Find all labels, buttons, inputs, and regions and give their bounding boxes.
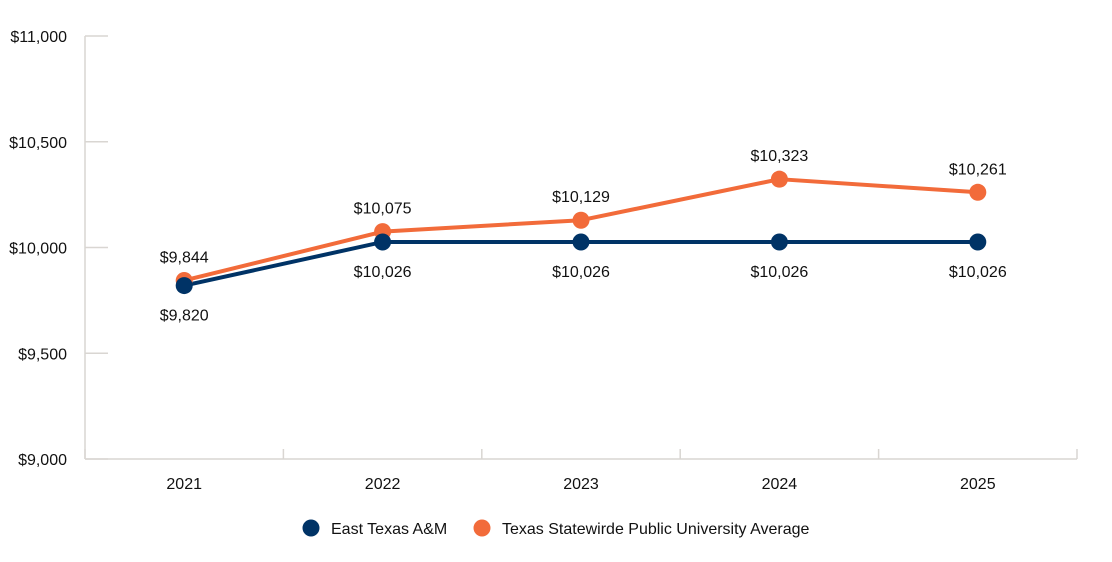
y-tick-label: $10,500: [9, 135, 67, 152]
legend: East Texas A&M Texas Statewirde Public Un…: [302, 519, 810, 538]
x-tick-label: 2025: [960, 476, 996, 493]
data-label: $10,026: [750, 264, 808, 281]
y-tick-label: $11,000: [10, 29, 67, 46]
series-layer: $9,844 $10,075 $10,129 $10,323 $10,261 $9,820…: [160, 148, 1007, 324]
data-point: [770, 170, 788, 188]
data-point: [969, 233, 987, 251]
data-label: $10,075: [354, 201, 412, 218]
y-tick-label: $9,000: [18, 452, 67, 469]
data-label: $10,261: [949, 161, 1007, 178]
legend-label: East Texas A&M: [331, 521, 447, 538]
data-point: [374, 233, 392, 251]
x-tick-label: 2022: [365, 476, 401, 493]
data-point: [572, 211, 590, 229]
data-point: [175, 277, 193, 295]
legend-label: Texas Statewirde Public University Avera…: [502, 521, 810, 538]
data-label: $10,129: [552, 189, 610, 206]
axes: $9,000 $9,500 $10,000 $10,500 $11,000 2021 202…: [9, 29, 1078, 493]
data-point: [770, 233, 788, 251]
x-tick-label: 2024: [762, 476, 798, 493]
y-tick-label: $9,500: [18, 346, 67, 363]
y-tick-label: $10,000: [9, 241, 67, 258]
legend-marker: [473, 519, 491, 537]
data-label: $10,323: [750, 148, 808, 165]
data-point: [969, 183, 987, 201]
data-label: $9,820: [160, 308, 209, 325]
data-point: [572, 233, 590, 251]
x-tick-label: 2023: [563, 476, 599, 493]
legend-marker: [302, 519, 320, 537]
x-tick-label: 2021: [166, 476, 202, 493]
data-label: $10,026: [354, 264, 412, 281]
data-label: $10,026: [949, 264, 1007, 281]
data-label: $10,026: [552, 264, 610, 281]
data-label: $9,844: [160, 249, 209, 266]
